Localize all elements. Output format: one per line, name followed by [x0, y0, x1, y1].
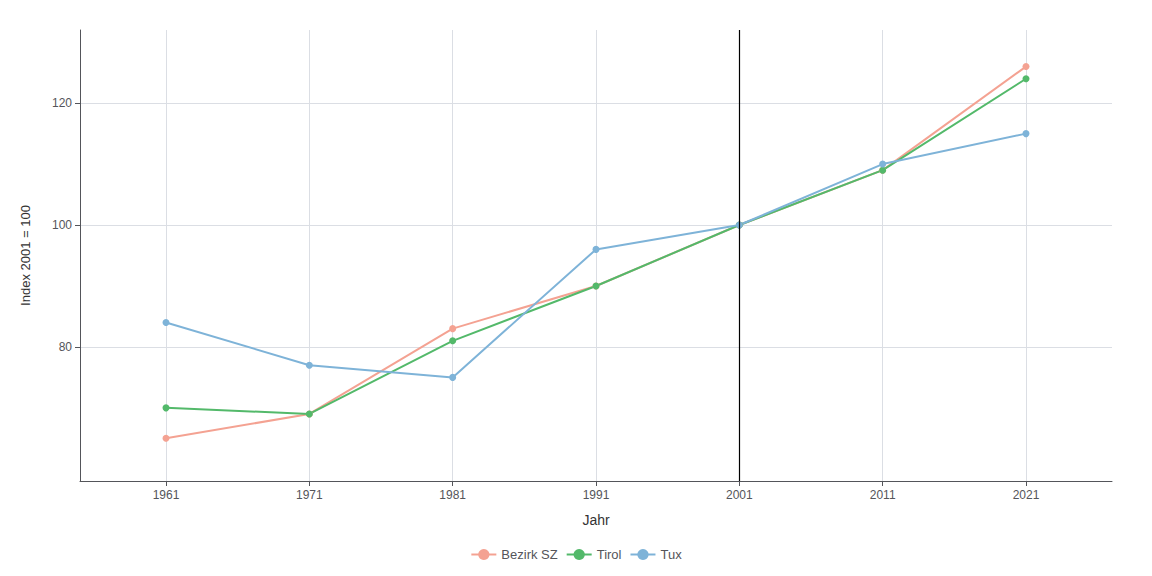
svg-text:1991: 1991 — [583, 488, 610, 502]
svg-text:Bezirk SZ: Bezirk SZ — [501, 547, 557, 562]
svg-text:1961: 1961 — [153, 488, 180, 502]
svg-text:Index 2001 = 100: Index 2001 = 100 — [18, 205, 33, 306]
svg-text:2011: 2011 — [870, 488, 896, 502]
svg-text:Jahr: Jahr — [582, 512, 610, 528]
svg-text:120: 120 — [52, 96, 72, 110]
svg-text:2021: 2021 — [1013, 488, 1040, 502]
svg-text:80: 80 — [59, 340, 73, 354]
svg-text:1981: 1981 — [439, 488, 466, 502]
svg-text:Tirol: Tirol — [597, 547, 622, 562]
svg-text:1971: 1971 — [296, 488, 323, 502]
svg-text:2001: 2001 — [726, 488, 753, 502]
svg-text:100: 100 — [52, 218, 72, 232]
svg-text:Tux: Tux — [660, 547, 682, 562]
